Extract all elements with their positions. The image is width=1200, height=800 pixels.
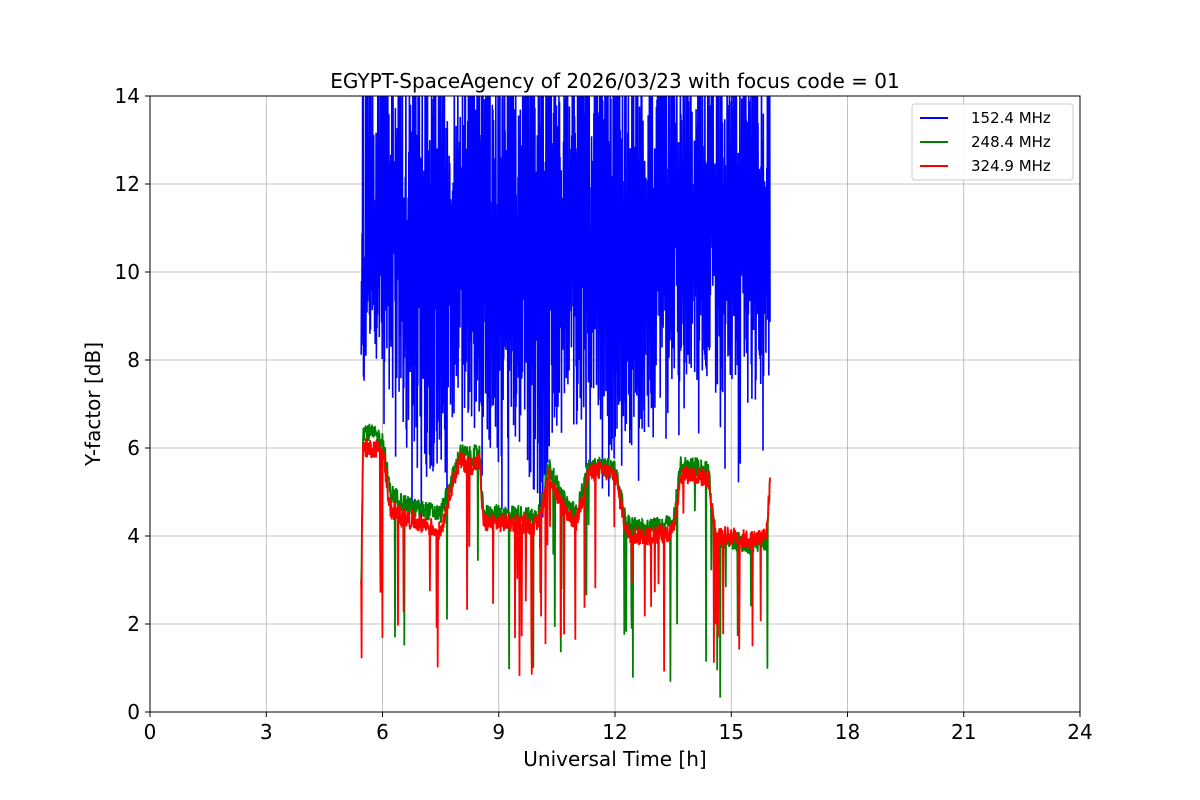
legend-label: 152.4 MHz bbox=[971, 109, 1051, 127]
y-tick-label: 2 bbox=[127, 612, 140, 636]
legend-box bbox=[911, 103, 1074, 181]
x-tick-label: 15 bbox=[719, 720, 744, 744]
y-tick-label: 12 bbox=[115, 172, 140, 196]
series-line-324-9-mhz bbox=[360, 438, 771, 676]
y-tick-label: 14 bbox=[115, 84, 140, 108]
x-tick-label: 21 bbox=[951, 720, 976, 744]
y-tick-label: 4 bbox=[127, 524, 140, 548]
x-tick-label: 18 bbox=[835, 720, 860, 744]
y-tick-label: 6 bbox=[127, 436, 140, 460]
legend-label: 248.4 MHz bbox=[971, 133, 1051, 151]
x-tick-label: 6 bbox=[376, 720, 389, 744]
x-tick-label: 3 bbox=[260, 720, 273, 744]
x-tick-label: 0 bbox=[144, 720, 157, 744]
x-axis-label: Universal Time [h] bbox=[523, 747, 706, 771]
series-line-152-4-mhz bbox=[360, 96, 771, 549]
y-tick-label: 8 bbox=[127, 348, 140, 372]
chart-title: EGYPT-SpaceAgency of 2026/03/23 with foc… bbox=[330, 69, 899, 93]
legend-label: 324.9 MHz bbox=[971, 157, 1051, 175]
y-tick-label: 10 bbox=[115, 260, 140, 284]
legend: 152.4 MHz 248.4 MHz 324.9 MHz bbox=[911, 103, 1074, 181]
x-tick-label: 12 bbox=[602, 720, 627, 744]
y-tick-label: 0 bbox=[127, 700, 140, 724]
x-tick-label: 9 bbox=[492, 720, 505, 744]
y-axis-label: Y-factor [dB] bbox=[81, 342, 105, 467]
x-tick-label: 24 bbox=[1067, 720, 1092, 744]
plot-lines bbox=[360, 96, 771, 698]
